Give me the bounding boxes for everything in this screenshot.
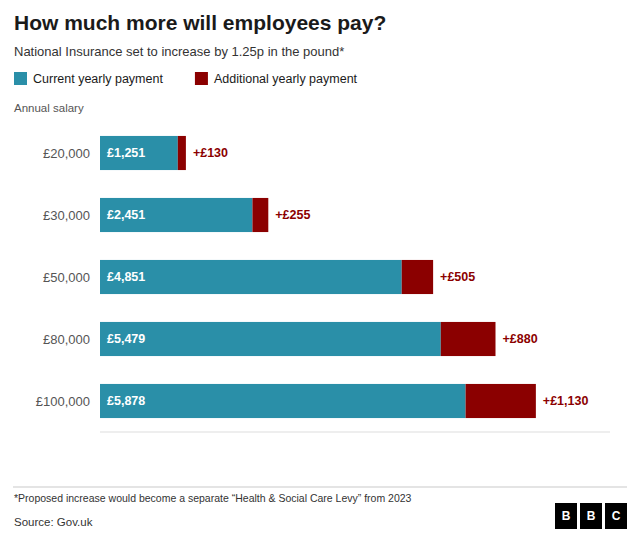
source: Source: Gov.uk — [14, 516, 93, 528]
logo-letter: C — [612, 509, 621, 523]
subtitle: National Insurance set to increase by 1.… — [14, 44, 344, 59]
data-label: +£255 — [275, 208, 310, 222]
bar — [441, 322, 496, 356]
data-label: +£880 — [502, 332, 537, 346]
background — [0, 0, 640, 538]
legend-swatch — [195, 72, 208, 85]
bar — [252, 198, 268, 232]
data-label: +£505 — [440, 270, 475, 284]
bar — [100, 384, 466, 418]
bar — [100, 322, 441, 356]
data-label: £4,851 — [107, 270, 145, 284]
data-label: £5,479 — [107, 332, 145, 346]
footer-rule — [13, 487, 627, 488]
logo-letter: B — [587, 509, 596, 523]
bar — [100, 260, 402, 294]
data-label: £2,451 — [107, 208, 145, 222]
data-label: +£130 — [193, 146, 228, 160]
chart: How much more will employees pay? Nationa… — [0, 0, 640, 538]
legend-swatch — [14, 72, 27, 85]
y-tick-label: £100,000 — [36, 394, 90, 409]
logo: BBC — [555, 503, 627, 529]
bar — [100, 136, 178, 170]
footnote: *Proposed increase would become a separa… — [14, 492, 412, 504]
logo-box — [555, 503, 577, 529]
y-tick-label: £30,000 — [43, 208, 90, 223]
logo-box — [605, 503, 627, 529]
bar — [178, 136, 186, 170]
legend: Current yearly payment Additional yearly … — [14, 72, 358, 86]
bar — [100, 198, 252, 232]
legend-label: Current yearly payment — [33, 72, 163, 86]
title: How much more will employees pay? — [14, 11, 386, 34]
bar — [466, 384, 536, 418]
data-label: £5,878 — [107, 394, 145, 408]
data-labels: £1,251 +£130 £2,451 +£255 £4,851 +£505 £5,479 +… — [107, 146, 588, 408]
data-label: +£1,130 — [543, 394, 589, 408]
y-tick-label: £50,000 — [43, 270, 90, 285]
axis-label: Annual salary — [14, 102, 84, 114]
bars — [100, 136, 536, 418]
y-tick-label: £20,000 — [43, 146, 90, 161]
logo-letter: B — [562, 509, 571, 523]
data-label: £1,251 — [107, 146, 145, 160]
legend-label: Additional yearly payment — [214, 72, 358, 86]
bar — [402, 260, 433, 294]
logo-box — [580, 503, 602, 529]
x-axis-line — [100, 432, 610, 433]
y-tick-label: £80,000 — [43, 332, 90, 347]
